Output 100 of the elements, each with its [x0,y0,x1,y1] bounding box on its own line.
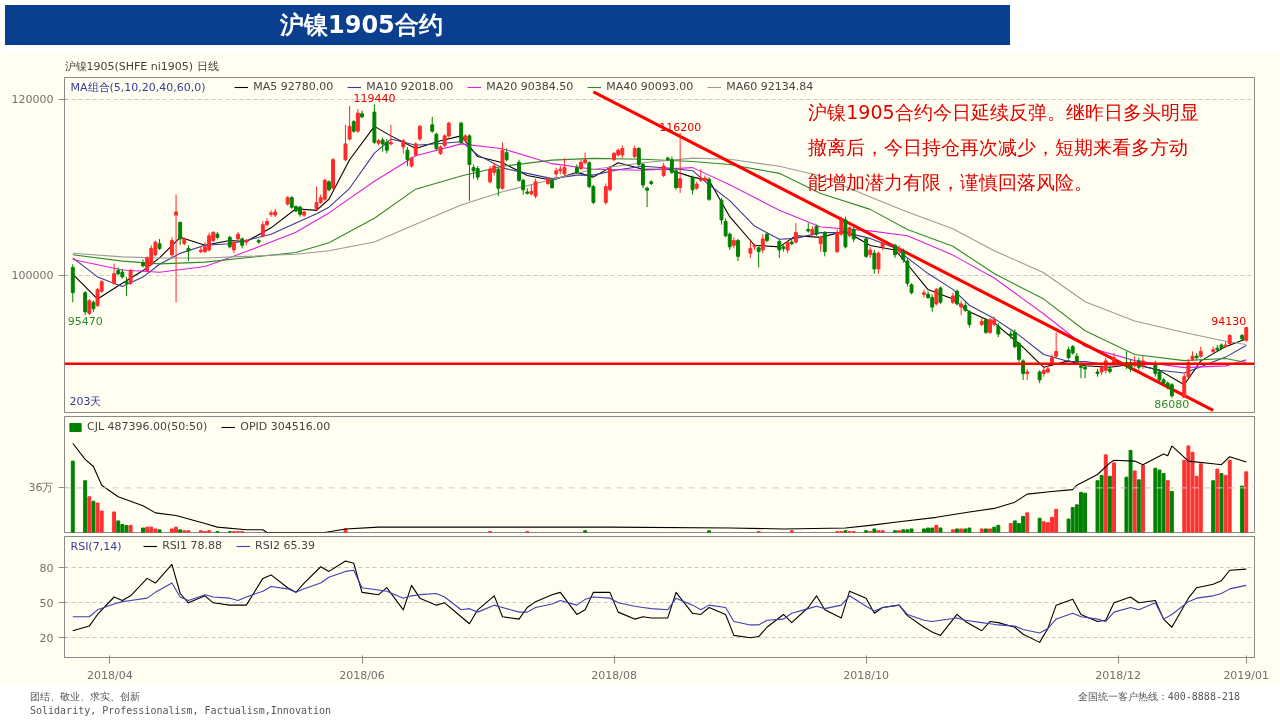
bar [1037,517,1042,533]
legend-label: MA20 90384.50 [486,80,574,93]
bar [1041,521,1046,533]
bar [926,527,931,533]
bar [1240,485,1245,533]
ref-line-label: 36万 [28,481,54,495]
candlestick [347,105,352,142]
bar [1012,520,1017,533]
bar [1099,474,1104,533]
bar [1198,463,1203,533]
annotation: 86080 [1154,397,1190,411]
bar [872,528,877,533]
bar [1079,491,1083,533]
x-tick-label: 2018/06 [339,668,385,682]
x-tick-label: 2018/08 [591,668,637,682]
annotation: 沪镍1905合约今日延续反弹。继昨日多头明显撤离后，今日持仓再次减少，短期来看多方动能增加潜力有限，谨慎回落风险。 [808,100,1199,194]
candlestick [707,176,712,202]
bar [967,527,972,533]
bar [901,529,906,533]
legend-label: CJL 487396.00(50:50) [87,420,208,433]
bar [983,528,988,533]
bar [128,524,133,533]
bar [112,511,117,533]
bar [169,528,174,533]
bar [1140,465,1145,533]
legend-title: RSI(7,14) [70,539,122,553]
bar [1008,523,1013,533]
legend-label: RSI2 65.39 [255,539,315,552]
bar [1153,467,1158,533]
bar [153,528,158,533]
x-tick-label: 2018/12 [1095,668,1141,682]
text: Solidarity, Professionalism, Factualism,Innovation [30,705,332,717]
bar [1054,508,1059,533]
bar [1161,473,1166,533]
y-tick-label: 100000 [11,269,54,283]
y-tick-label: 80 [39,561,54,575]
bar [1169,490,1174,533]
annotation: 203天 [69,394,102,408]
legend-label: MA10 92018.00 [366,80,454,93]
candlestick [922,289,926,298]
bar [1083,492,1088,533]
bar [1128,449,1133,533]
bar [1244,471,1249,533]
candlestick [322,178,327,202]
candlestick [1107,365,1112,375]
y-tick-label: 20 [39,631,54,645]
legend-label: MA40 90093.00 [606,80,694,93]
bar [1103,454,1108,533]
bar [174,526,179,533]
bar [992,526,997,533]
candlestick [876,251,881,275]
candlestick [1083,363,1088,379]
bar [1165,480,1170,533]
bar [988,528,992,533]
candlestick [124,276,129,297]
annotation: 94130 [1211,314,1247,328]
bar [120,523,125,533]
bar [922,528,926,533]
y-tick-label: 50 [39,596,54,610]
bar [996,524,1001,533]
bar [1136,479,1141,533]
candlestick [760,233,765,254]
candlestick [533,178,538,199]
bar [1219,473,1224,533]
bar [95,502,100,533]
candlestick [314,186,319,211]
candlestick [872,249,877,275]
bar [91,500,96,533]
bar [1107,475,1112,533]
candlestick [731,236,736,249]
line-series [72,560,1247,643]
bar [1227,459,1232,533]
line-series [72,569,1247,634]
text: 全国统一客户热线：400-8888-218 [1077,690,1240,704]
bar [87,496,92,533]
bar [934,524,939,533]
legend-title: MA组合(5,10,20,40,60,0) [70,80,206,94]
candlestick [198,246,203,254]
candlestick [343,124,348,162]
bar [124,524,129,533]
candlestick [405,146,410,167]
bar [1112,462,1116,533]
bar [963,528,968,533]
y-tick-label: 120000 [11,93,54,107]
bar [950,529,955,533]
bar [1186,445,1191,533]
candlestick [1054,331,1059,359]
bar [905,529,910,533]
bar [1132,470,1137,533]
text: 团结、敬业、求实、创新 [30,691,140,702]
legend-label: MA60 92134.84 [726,80,814,93]
bar [930,527,935,533]
legend-label: MA5 92780.00 [253,80,334,93]
candlestick [678,132,683,194]
legend-label: OPID 304516.00 [240,420,331,433]
chart-title: 沪镍1905合约 [5,5,1010,45]
bar [1021,515,1026,533]
bar [116,520,121,533]
bar [979,528,984,533]
x-tick-label: 2018/10 [843,668,889,682]
